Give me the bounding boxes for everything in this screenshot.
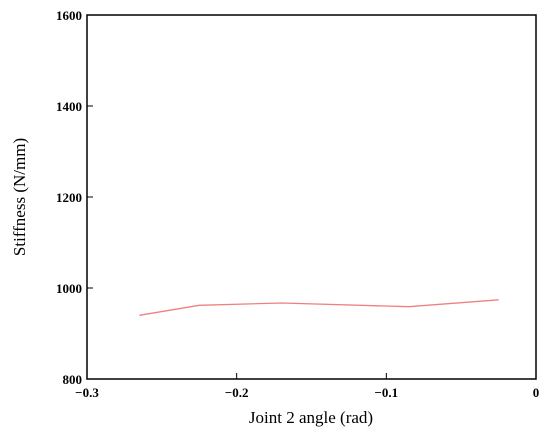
series-layer <box>139 299 499 316</box>
x-tick-label: 0 <box>533 385 540 400</box>
x-axis-ticks: −0.3 −0.2 −0.1 0 <box>75 373 539 400</box>
x-tick-label: −0.3 <box>75 385 99 400</box>
y-tick-label: 1600 <box>56 8 82 23</box>
x-tick-label: −0.2 <box>225 385 249 400</box>
y-tick-label: 1400 <box>56 99 82 114</box>
series-line-0 <box>139 299 499 316</box>
y-tick-label: 1200 <box>56 190 82 205</box>
x-axis-title: Joint 2 angle (rad) <box>249 408 373 427</box>
plot-frame <box>86 14 537 380</box>
y-axis-ticks: 800 1000 1200 1400 1600 <box>56 8 93 387</box>
y-tick-label: 1000 <box>56 281 82 296</box>
y-tick-label: 800 <box>63 372 83 387</box>
x-tick-label: −0.1 <box>374 385 398 400</box>
y-axis-title: Stiffness (N/mm) <box>10 138 29 256</box>
